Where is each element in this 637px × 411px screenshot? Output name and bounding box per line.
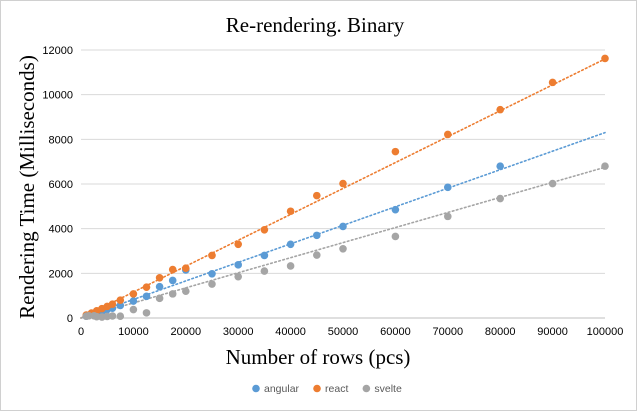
point-react: [313, 191, 321, 200]
x-tick-label: 20000: [171, 326, 202, 338]
legend-label-angular: angular: [264, 383, 300, 395]
x-tick-label: 80000: [485, 326, 516, 338]
y-axis-title: Rendering Time (Milliseconds): [15, 55, 39, 319]
point-react: [339, 179, 347, 188]
point-angular: [496, 162, 505, 170]
y-tick-label: 2000: [49, 268, 73, 280]
point-react: [182, 264, 190, 272]
x-tick-label: 90000: [537, 326, 568, 338]
point-svelte: [391, 232, 400, 241]
y-tick-label: 8000: [49, 134, 73, 146]
trendline-svelte: [80, 166, 606, 319]
point-react: [168, 265, 177, 274]
point-svelte: [208, 280, 216, 288]
point-angular: [208, 269, 216, 278]
point-svelte: [155, 294, 164, 303]
point-angular: [234, 261, 242, 269]
point-react: [208, 251, 216, 260]
x-tick-label: 10000: [118, 326, 149, 338]
point-react: [260, 225, 269, 234]
point-react: [444, 130, 452, 139]
point-react: [116, 296, 125, 304]
data-points: [82, 54, 609, 321]
y-tick-label: 10000: [42, 90, 73, 102]
point-svelte: [142, 309, 151, 317]
point-react: [142, 283, 151, 291]
point-react: [391, 147, 400, 156]
point-angular: [260, 251, 269, 260]
x-tick-label: 40000: [275, 326, 306, 338]
point-react: [129, 290, 138, 298]
x-tick-labels: 0 10000 20000 30000 40000 50000 60000 70000 8000…: [78, 326, 623, 338]
point-svelte: [548, 179, 557, 188]
point-svelte: [108, 312, 117, 320]
point-svelte: [313, 251, 321, 259]
point-svelte: [601, 162, 609, 170]
point-react: [286, 207, 295, 216]
point-react: [108, 300, 117, 308]
trendline-react: [80, 58, 606, 319]
x-tick-label: 60000: [380, 326, 411, 338]
point-svelte: [129, 305, 138, 314]
legend-label-svelte: svelte: [374, 383, 402, 395]
point-react: [601, 54, 609, 63]
point-react: [234, 240, 242, 249]
point-svelte: [182, 287, 190, 296]
legend-marker-react: [313, 384, 321, 393]
point-angular: [339, 222, 347, 231]
legend-marker-angular: [252, 384, 260, 393]
legend-label-react: react: [325, 383, 348, 395]
x-tick-label: 50000: [328, 326, 359, 338]
point-svelte: [444, 212, 452, 221]
point-angular: [116, 301, 125, 310]
point-angular: [168, 276, 177, 285]
chart-title: Re-rendering. Binary: [226, 13, 405, 37]
point-svelte: [286, 262, 295, 270]
y-tick-label: 6000: [49, 179, 73, 191]
point-svelte: [339, 244, 347, 253]
point-angular: [391, 205, 400, 214]
point-react: [496, 105, 505, 114]
y-tick-label: 0: [67, 313, 73, 325]
point-react: [155, 274, 164, 282]
x-tick-label: 100000: [587, 326, 624, 338]
point-svelte: [168, 290, 177, 298]
point-svelte: [85, 311, 93, 320]
point-angular: [155, 282, 164, 291]
y-tick-labels: 0 2000 4000 6000 8000 10000 12000: [42, 45, 73, 325]
x-tick-label: 30000: [223, 326, 254, 338]
point-angular: [313, 231, 321, 240]
legend-marker-svelte: [362, 384, 371, 393]
point-svelte: [260, 267, 269, 275]
y-tick-label: 4000: [49, 224, 73, 236]
y-tick-label: 12000: [42, 45, 73, 57]
point-svelte: [234, 272, 242, 281]
x-tick-label: 70000: [433, 326, 464, 338]
point-svelte: [116, 312, 125, 321]
point-angular: [286, 240, 295, 249]
point-angular: [129, 297, 138, 305]
legend: angular react svelte: [252, 383, 402, 395]
x-axis-title: Number of rows (pcs): [226, 345, 411, 369]
point-angular: [142, 292, 151, 301]
point-react: [548, 78, 557, 87]
point-svelte: [496, 194, 505, 203]
x-tick-label: 0: [78, 326, 84, 338]
point-angular: [444, 183, 452, 192]
